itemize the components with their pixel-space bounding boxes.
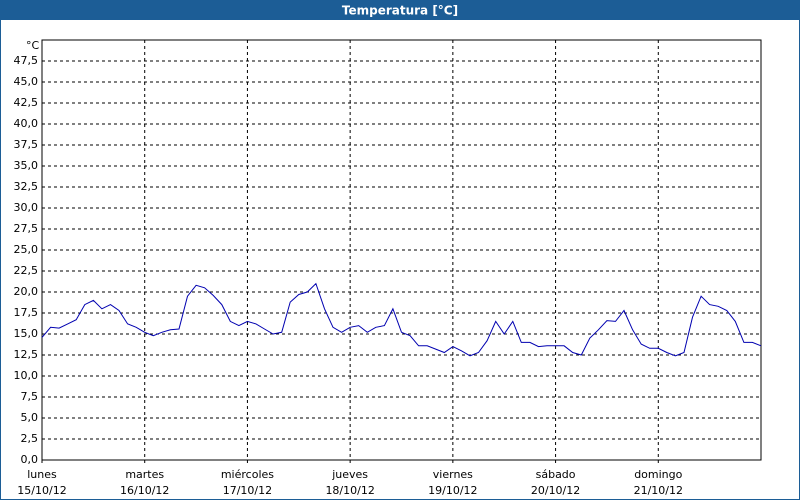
x-tick-date: 19/10/12: [428, 484, 477, 497]
y-tick-label: 20,0: [14, 285, 39, 298]
x-tick-label: martes: [125, 468, 164, 481]
temperature-line: [41, 282, 762, 357]
plot-frame: [41, 39, 762, 461]
y-tick-label: 40,0: [14, 117, 39, 130]
y-tick-label: 0,0: [21, 453, 39, 466]
x-tick-date: 17/10/12: [223, 484, 272, 497]
x-tick-label: miércoles: [221, 468, 274, 481]
y-tick-label: 32,5: [14, 180, 39, 193]
y-tick-label: 30,0: [14, 201, 39, 214]
chart-title: Temperatura [°C]: [342, 4, 458, 18]
title-bar: [0, 0, 800, 20]
y-tick-label: 2,5: [21, 432, 39, 445]
y-tick-label: 7,5: [21, 390, 39, 403]
x-tick-date: 16/10/12: [120, 484, 169, 497]
y-tick-label: 47,5: [14, 54, 39, 67]
y-tick-label: 5,0: [21, 411, 39, 424]
x-tick-label: jueves: [331, 468, 368, 481]
y-tick-label: 12,5: [14, 348, 39, 361]
x-tick-label: viernes: [433, 468, 473, 481]
x-tick-date: 21/10/12: [634, 484, 683, 497]
x-tick-date: 20/10/12: [531, 484, 580, 497]
y-tick-label: 42,5: [14, 96, 39, 109]
x-tick-label: domingo: [634, 468, 682, 481]
y-tick-label: 22,5: [14, 264, 39, 277]
x-tick-date: 15/10/12: [17, 484, 66, 497]
y-tick-label: 27,5: [14, 222, 39, 235]
y-unit: °C: [26, 39, 40, 52]
x-tick-date: 18/10/12: [325, 484, 374, 497]
y-tick-label: 17,5: [14, 306, 39, 319]
x-tick-label: sábado: [536, 468, 576, 481]
y-tick-label: 37,5: [14, 138, 39, 151]
y-tick-label: 25,0: [14, 243, 39, 256]
y-tick-label: 10,0: [14, 369, 39, 382]
y-tick-label: 35,0: [14, 159, 39, 172]
y-tick-label: 15,0: [14, 327, 39, 340]
x-tick-label: lunes: [27, 468, 57, 481]
y-tick-label: 45,0: [14, 75, 39, 88]
